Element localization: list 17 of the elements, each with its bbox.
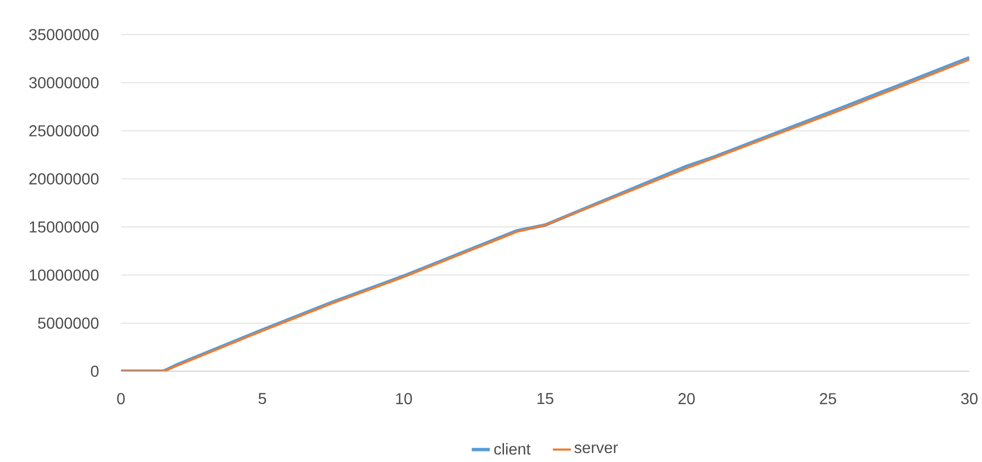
y-tick-label: 30000000 — [29, 77, 99, 88]
y-tick-label: 25000000 — [29, 125, 99, 136]
x-tick-label: 25 — [820, 392, 836, 404]
x-tick-label: 5 — [258, 392, 266, 404]
y-tick-label: 35000000 — [29, 28, 99, 40]
y-tick-label: 10000000 — [30, 269, 99, 281]
legend-label: client — [494, 442, 531, 455]
y-tick-label: 5000000 — [38, 317, 99, 329]
y-tick-label: 15000000 — [30, 221, 99, 233]
legend-label: server — [574, 444, 618, 454]
x-tick-label: 20 — [678, 392, 695, 404]
x-tick-label: 10 — [396, 392, 412, 404]
x-tick-label: 15 — [538, 392, 554, 404]
x-tick-label: 0 — [117, 392, 125, 404]
y-tick-label: 20000000 — [29, 173, 99, 184]
y-tick-label: 0 — [90, 366, 99, 377]
x-tick-label: 30 — [961, 392, 978, 404]
